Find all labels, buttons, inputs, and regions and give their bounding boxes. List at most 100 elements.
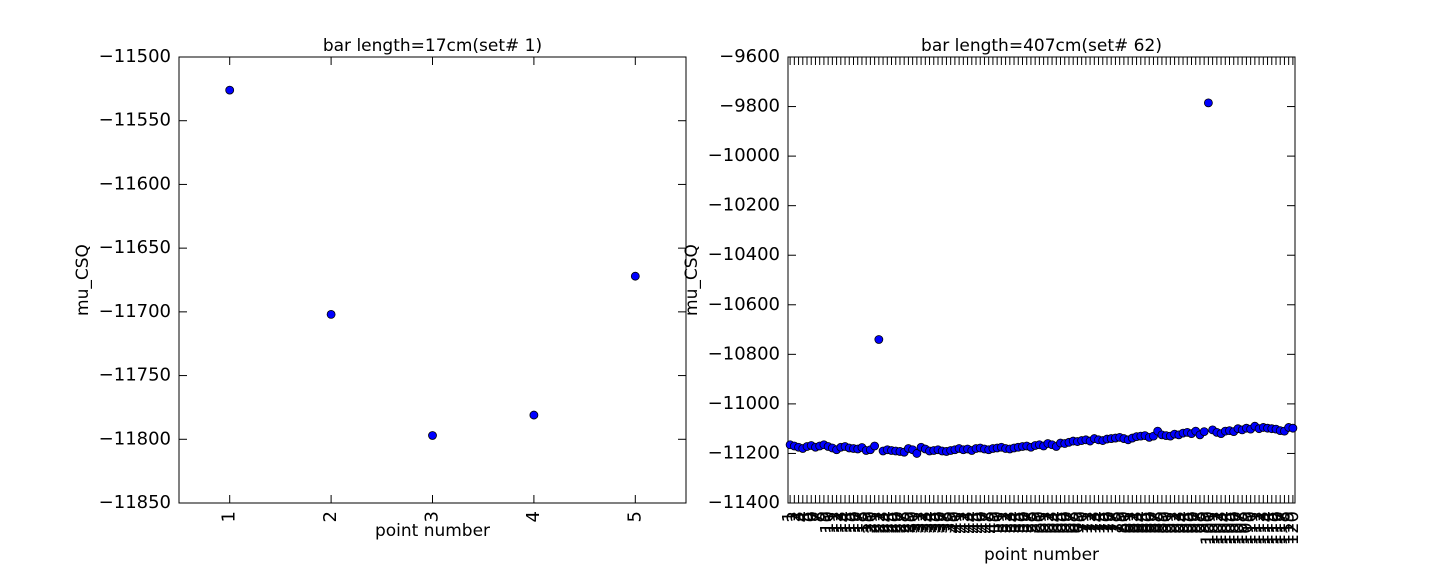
y-tick-label: −10000 (708, 145, 780, 166)
y-tick-label: −10800 (708, 343, 780, 364)
x-tick-label: 18 (851, 511, 872, 534)
x-tick-label: 37 (931, 511, 952, 534)
point (428, 431, 437, 440)
x-tick-label: 61 (1033, 511, 1054, 534)
x-tick-label: 100 (1197, 511, 1218, 545)
x-tick-label: 13 (830, 511, 851, 534)
x-tick-label: 5 (796, 511, 817, 522)
x-tick-label: 52 (995, 511, 1016, 534)
y-tick-label: −10600 (708, 294, 780, 315)
x-tick-label: 9 (813, 511, 834, 522)
x-tick-label: 83 (1126, 511, 1147, 534)
x-tick-label: 105 (1219, 511, 1240, 545)
x-tick-label: 110 (1240, 511, 1261, 545)
point (1199, 427, 1209, 437)
x-tick-label: 42 (952, 511, 973, 534)
x-tick-label: 1 (779, 511, 800, 522)
x-tick-label: 50 (986, 511, 1007, 534)
x-tick-label: 84 (1130, 511, 1151, 534)
x-tick-label: 80 (1113, 511, 1134, 534)
x-tick-label: 85 (1134, 511, 1155, 534)
x-tick-label: 78 (1104, 511, 1125, 534)
x-tick-label: 93 (1168, 511, 1189, 534)
x-tick-label: 59 (1024, 511, 1045, 534)
x-tick-label: 23 (872, 511, 893, 534)
x-tick-label: 27 (889, 511, 910, 534)
x-tick-label: 20 (859, 511, 880, 534)
x-tick-label: 11 (821, 511, 842, 534)
point (529, 410, 539, 420)
x-tick-label: 82 (1121, 511, 1142, 534)
point (1203, 98, 1213, 108)
x-tick-label: 40 (944, 511, 965, 534)
chart-title: bar length=17cm(set# 1) (323, 36, 542, 56)
x-tick-label: 48 (978, 511, 999, 534)
x-tick-label: 4 (523, 511, 544, 522)
x-tick-label: 14 (834, 511, 855, 534)
y-tick-label: −11850 (99, 492, 171, 513)
x-tick-label: 74 (1088, 511, 1109, 534)
x-tick-label: 77 (1100, 511, 1121, 534)
y-tick-label: −11400 (708, 492, 780, 513)
x-tick-label: 7 (804, 511, 825, 522)
x-tick-label: 120 (1282, 511, 1303, 545)
x-tick-label: 87 (1142, 511, 1163, 534)
x-tick-label: 81 (1117, 511, 1138, 534)
y-tick-label: −9600 (719, 46, 780, 67)
x-tick-label: 115 (1261, 511, 1282, 545)
x-tick-label: 3 (422, 511, 443, 522)
x-tick-label: 99 (1193, 511, 1214, 534)
x-tick-label: 114 (1257, 511, 1278, 545)
point (326, 310, 336, 319)
y-tick-label: −11750 (99, 365, 171, 386)
x-tick-label: 33 (914, 511, 935, 534)
point (630, 271, 640, 281)
y-tick-label: −11650 (99, 237, 171, 258)
x-tick-label: 2 (320, 511, 341, 522)
x-tick-label: 101 (1202, 511, 1223, 545)
x-tick-label: 25 (881, 511, 902, 534)
y-tick-label: −11550 (99, 110, 171, 131)
point (912, 449, 922, 458)
y-tick-label: −11600 (99, 173, 171, 194)
x-tick-label: 24 (876, 511, 897, 534)
x-tick-label: 67 (1058, 511, 1079, 534)
x-tick-label: 53 (999, 511, 1020, 534)
x-tick-label: 116 (1265, 511, 1286, 545)
x-tick-label: 39 (940, 511, 961, 534)
x-tick-label: 113 (1252, 511, 1273, 545)
x-tick-label: 65 (1050, 511, 1071, 534)
x-tick-label: 95 (1176, 511, 1197, 534)
x-tick-label: 54 (1003, 511, 1024, 534)
point (874, 335, 884, 344)
x-tick-label: 8 (809, 511, 830, 522)
x-tick-label: 117 (1269, 511, 1290, 545)
x-tick-label: 70 (1071, 511, 1092, 534)
x-tick-label: 92 (1164, 511, 1185, 534)
x-tick-label: 63 (1041, 511, 1062, 534)
x-tick-label: 19 (855, 511, 876, 534)
x-tick-label: 30 (902, 511, 923, 534)
x-tick-label: 1 (219, 511, 240, 522)
x-tick-label: 26 (885, 511, 906, 534)
x-tick-label: 4 (792, 511, 813, 522)
x-tick-label: 34 (919, 511, 940, 534)
y-axis-label: mu_CSQ (73, 244, 93, 316)
x-tick-label: 38 (935, 511, 956, 534)
x-tick-label: 66 (1054, 511, 1075, 534)
x-tick-label: 31 (906, 511, 927, 534)
x-tick-label: 51 (990, 511, 1011, 534)
point (870, 441, 880, 451)
x-tick-label: 5 (624, 511, 645, 522)
x-tick-label: 111 (1244, 511, 1265, 545)
x-tick-label: 28 (893, 511, 914, 534)
x-tick-label: 58 (1020, 511, 1041, 534)
x-tick-label: 69 (1066, 511, 1087, 534)
x-tick-label: 79 (1109, 511, 1130, 534)
x-tick-label: 62 (1037, 511, 1058, 534)
x-tick-label: 88 (1147, 511, 1168, 534)
x-tick-label: 10 (817, 511, 838, 534)
x-tick-label: 118 (1273, 511, 1294, 545)
x-tick-label: 89 (1151, 511, 1172, 534)
y-tick-label: −10400 (708, 244, 780, 265)
